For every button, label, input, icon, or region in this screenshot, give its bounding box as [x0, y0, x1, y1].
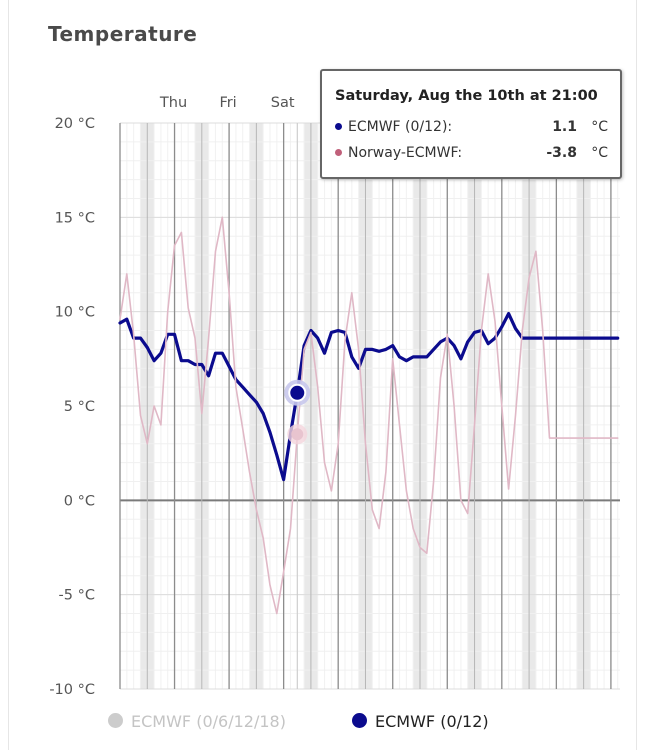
- card-border-left: [8, 0, 9, 750]
- legend-item-ecmwf-0-6-12-18[interactable]: ECMWF (0/6/12/18): [108, 712, 286, 731]
- y-tick-label: 0 °C: [64, 493, 95, 509]
- legend-item-ecmwf-0-12[interactable]: ECMWF (0/12): [352, 712, 489, 731]
- y-tick-label: 5 °C: [64, 399, 95, 415]
- day-label: Fri: [219, 95, 236, 111]
- tooltip-series-value: -3.8: [546, 145, 577, 161]
- legend-label: ECMWF (0/12): [375, 712, 489, 731]
- y-tick-label: 10 °C: [55, 305, 95, 321]
- chart-tooltip: Saturday, Aug the 10th at 21:00 ECMWF (0…: [320, 69, 622, 179]
- series-dot-icon: [335, 148, 342, 156]
- y-tick-label: 20 °C: [55, 116, 95, 132]
- tooltip-series-unit: °C: [591, 119, 608, 135]
- chart-title: Temperature: [48, 22, 198, 46]
- highlight-marker-ecmwf: [288, 383, 307, 402]
- tooltip-series-name: Norway-ECMWF:: [348, 145, 463, 161]
- y-tick-label: -5 °C: [59, 588, 95, 604]
- legend-label: ECMWF (0/6/12/18): [131, 712, 286, 731]
- y-tick-label: -10 °C: [49, 682, 95, 698]
- tooltip-row-norway: Norway-ECMWF: -3.8 °C: [335, 145, 611, 161]
- series-line-norway-ecmwf: [119, 216, 619, 615]
- highlight-marker-norway: [291, 428, 304, 441]
- legend-dot-icon: [108, 713, 123, 728]
- series-dot-icon: [335, 122, 342, 130]
- tooltip-header: Saturday, Aug the 10th at 21:00: [335, 88, 598, 104]
- day-label: Sat: [271, 95, 295, 111]
- card-border-right: [636, 0, 637, 750]
- tooltip-row-ecmwf: ECMWF (0/12): 1.1 °C: [335, 119, 611, 135]
- legend-dot-icon: [352, 713, 367, 728]
- y-tick-label: 15 °C: [55, 210, 95, 226]
- day-label: Thu: [159, 95, 187, 111]
- series-line-ecmwf: [118, 312, 620, 482]
- tooltip-series-name: ECMWF (0/12):: [348, 119, 453, 135]
- tooltip-series-unit: °C: [591, 145, 608, 161]
- tooltip-series-value: 1.1: [552, 119, 577, 135]
